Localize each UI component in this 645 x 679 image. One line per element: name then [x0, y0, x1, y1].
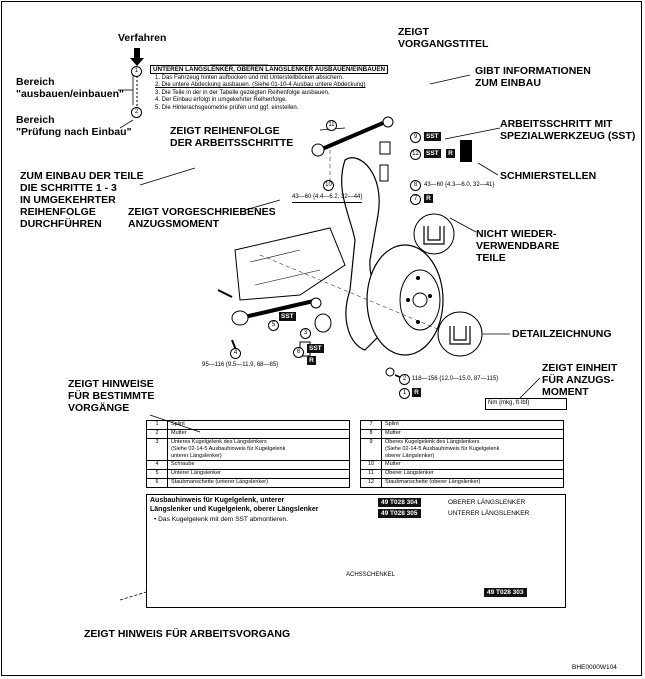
torque-unit: Nm {mkg, ft·lbf}: [485, 398, 567, 410]
table-row: 5 Unterer Längslenker: [146, 469, 350, 479]
table-row: 7 Splint: [360, 420, 564, 430]
note-title: Ausbauhinweis für Kugelgelenk, unterer L…: [150, 497, 319, 513]
sst-number-305: 49 T028 305: [378, 509, 421, 518]
part-num-10: 10: [323, 180, 334, 191]
gibt-informationen-label: GIBT INFORMATIONEN ZUM EINBAU: [475, 65, 591, 89]
zeigt-hinweis-arbeit-label: ZEIGT HINWEIS FÜR ARBEITSVORGANG: [84, 628, 291, 640]
part-num-5: 5: [268, 320, 279, 331]
table-row: 6 Staubmanschette (unterer Längslenker): [146, 478, 350, 488]
torque-bottom-right: 118—156 {12.0—15.0, 87—115}: [412, 376, 499, 382]
procedure-step: 3. Die Teile in der in der Tabelle gezei…: [155, 89, 330, 96]
r-badge-12: R: [446, 149, 455, 158]
detailzeichnung-label: DETAILZEICHNUNG: [512, 328, 612, 340]
sst-number-304: 49 T028 304: [378, 498, 421, 507]
torque-bottom-left: 95—116 {9.5—11.9, 68—85}: [202, 362, 279, 368]
part-num-6: 6: [293, 347, 304, 358]
note-bullet: • Das Kugelgelenk mit dem SST abmontiere…: [154, 516, 289, 523]
bereich-ausbauen-label: Bereich "ausbauen/einbauen": [16, 76, 124, 100]
figure-code: BHE0000W104: [572, 664, 617, 671]
procedure-steps: 1. Das Fahrzeug hinten aufbocken und mit…: [155, 75, 366, 112]
procedure-step: 2. Die untere Abdeckung ausbauen. (Siehe…: [155, 82, 366, 89]
part-num-7: 7: [410, 194, 421, 205]
r-badge-6: R: [307, 356, 316, 365]
part-num-11: 11: [326, 120, 337, 131]
nicht-wieder-label: NICHT WIEDER- VERWENDBARE TEILE: [476, 228, 560, 264]
parts-table-right: 7 Splint 8 Mutter 9 Oberes Kugelgelenk des …: [360, 420, 564, 488]
part-num-8: 8: [410, 180, 421, 191]
torque-right: 43—60 {4.3—6.0, 32—41}: [424, 182, 495, 188]
table-row: 8 Mutter: [360, 429, 564, 439]
sst-badge-12: SST: [424, 149, 441, 158]
zeigt-vorgangstitel-label: ZEIGT VORGANGSTITEL: [398, 26, 489, 50]
procedure-step: 5. Die Hinterachsgeometrie prüfen und gg…: [155, 104, 299, 111]
sst-badge-9: SST: [424, 132, 441, 141]
sst-badge-6: SST: [307, 344, 324, 353]
table-row: 11 Oberer Längslenker: [360, 469, 564, 479]
step-marker-1: 1: [131, 66, 142, 77]
table-row: 9 Oberes Kugelgelenk des Längslenkers (Si…: [360, 438, 564, 461]
zum-einbau-label: ZUM EINBAU DER TEILE DIE SCHRITTE 1 - 3 …: [20, 170, 144, 230]
sst-305-label: UNTERER LÄNGSLENKER: [448, 510, 530, 517]
arbeitsschritt-sst-label: ARBEITSSCHRITT MIT SPEZIALWERKZEUG (SST): [500, 118, 636, 142]
part-num-9: 9: [410, 132, 421, 143]
zeigt-anzugsmoment-label: ZEIGT VORGESCHRIEBENES ANZUGSMOMENT: [128, 206, 276, 230]
part-num-1: 1: [399, 388, 410, 399]
table-row: 1 Splint: [146, 420, 350, 430]
r-badge-1: R: [412, 388, 421, 397]
sst-number-303: 49 T028 303: [484, 588, 527, 597]
table-row: 10 Mutter: [360, 460, 564, 470]
part-num-12: 12: [410, 149, 421, 160]
parts-table-left: 1 Splint 2 Mutter 3 Unteres Kugelgelenk des…: [146, 420, 350, 488]
zeigt-einheit-label: ZEIGT EINHEIT FÜR ANZUGS- MOMENT: [542, 362, 618, 398]
zeigt-hinweise-label: ZEIGT HINWEISE FÜR BESTIMMTE VORGÄNGE: [68, 378, 155, 414]
table-row: 4 Schraube: [146, 460, 350, 470]
achsschenkel-label: ACHSSCHENKEL: [346, 572, 396, 578]
torque-top: 43—60 {4.4—6.2, 32—44}: [292, 194, 363, 203]
bereich-pruefung-label: Bereich "Prüfung nach Einbau": [16, 114, 132, 138]
r-badge-7: R: [424, 194, 433, 203]
schmierstellen-label: SCHMIERSTELLEN: [500, 170, 597, 182]
procedure-step: 1. Das Fahrzeug hinten aufbocken und mit…: [155, 75, 344, 81]
step-marker-2: 2: [131, 107, 142, 118]
zeigt-reihenfolge-label: ZEIGT REIHENFOLGE DER ARBEITSSCHRITTE: [170, 125, 294, 149]
table-row: 12 Staubmanschette (oberer Längslenker): [360, 478, 564, 488]
part-num-2: 2: [399, 374, 410, 385]
sst-304-label: OBERER LÄNGSLENKER: [448, 499, 526, 506]
table-row: 3 Unteres Kugelgelenk des Längslenkers (S…: [146, 438, 350, 461]
sst-badge-5: SST: [279, 312, 296, 321]
part-num-4: 4: [230, 348, 241, 359]
procedure-step: 4. Der Einbau erfolgt in umgekehrter Rei…: [155, 97, 288, 104]
table-row: 2 Mutter: [146, 429, 350, 439]
verfahren-label: Verfahren: [118, 32, 167, 44]
procedure-title: UNTEREN LÄNGSLENKER, OBEREN LÄNGSLENKER …: [150, 65, 389, 74]
part-num-3: 3: [300, 328, 311, 339]
